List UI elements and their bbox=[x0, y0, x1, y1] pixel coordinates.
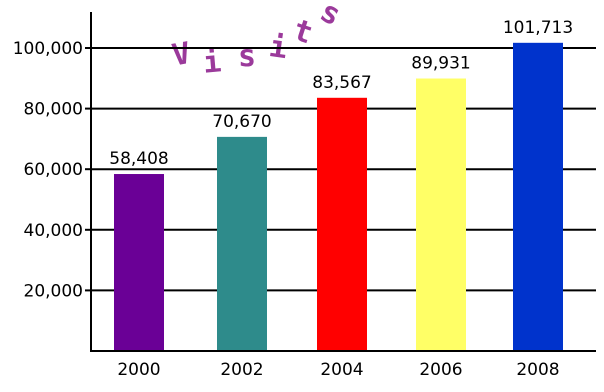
y-tick-labels: 20,000 40,000 60,000 80,000 100,000 bbox=[13, 39, 83, 301]
data-label: 58,408 bbox=[109, 149, 168, 169]
axes bbox=[90, 12, 596, 352]
bar-2008 bbox=[513, 42, 563, 352]
data-labels: 58,408 70,670 83,567 89,931 101,713 bbox=[109, 18, 573, 169]
y-tick-label: 20,000 bbox=[24, 281, 83, 301]
title-letter: V bbox=[169, 36, 193, 74]
y-tick-label: 40,000 bbox=[24, 221, 83, 241]
data-label: 101,713 bbox=[503, 18, 573, 38]
title-letter: s bbox=[238, 39, 256, 74]
bars bbox=[114, 42, 563, 352]
x-tick-label: 2006 bbox=[419, 360, 462, 380]
bar-2002 bbox=[217, 136, 267, 351]
y-tick-label: 100,000 bbox=[13, 39, 83, 59]
title-letter: s bbox=[314, 0, 346, 33]
data-label: 70,670 bbox=[212, 112, 271, 132]
x-tick-label: 2000 bbox=[117, 360, 160, 380]
title-letter: i bbox=[202, 44, 223, 80]
x-tick-label: 2004 bbox=[320, 360, 363, 380]
bar-2004 bbox=[317, 97, 367, 351]
x-tick-label: 2008 bbox=[516, 360, 559, 380]
data-label: 89,931 bbox=[411, 54, 470, 74]
y-tick-label: 60,000 bbox=[24, 160, 83, 180]
bar-2006 bbox=[416, 78, 466, 352]
y-tick-label: 80,000 bbox=[24, 100, 83, 120]
bar-2000 bbox=[114, 174, 164, 351]
x-tick-labels: 2000 2002 2004 2006 2008 bbox=[117, 360, 559, 380]
x-tick-label: 2002 bbox=[220, 360, 263, 380]
data-label: 83,567 bbox=[312, 73, 371, 93]
title-letter: t bbox=[289, 13, 317, 52]
